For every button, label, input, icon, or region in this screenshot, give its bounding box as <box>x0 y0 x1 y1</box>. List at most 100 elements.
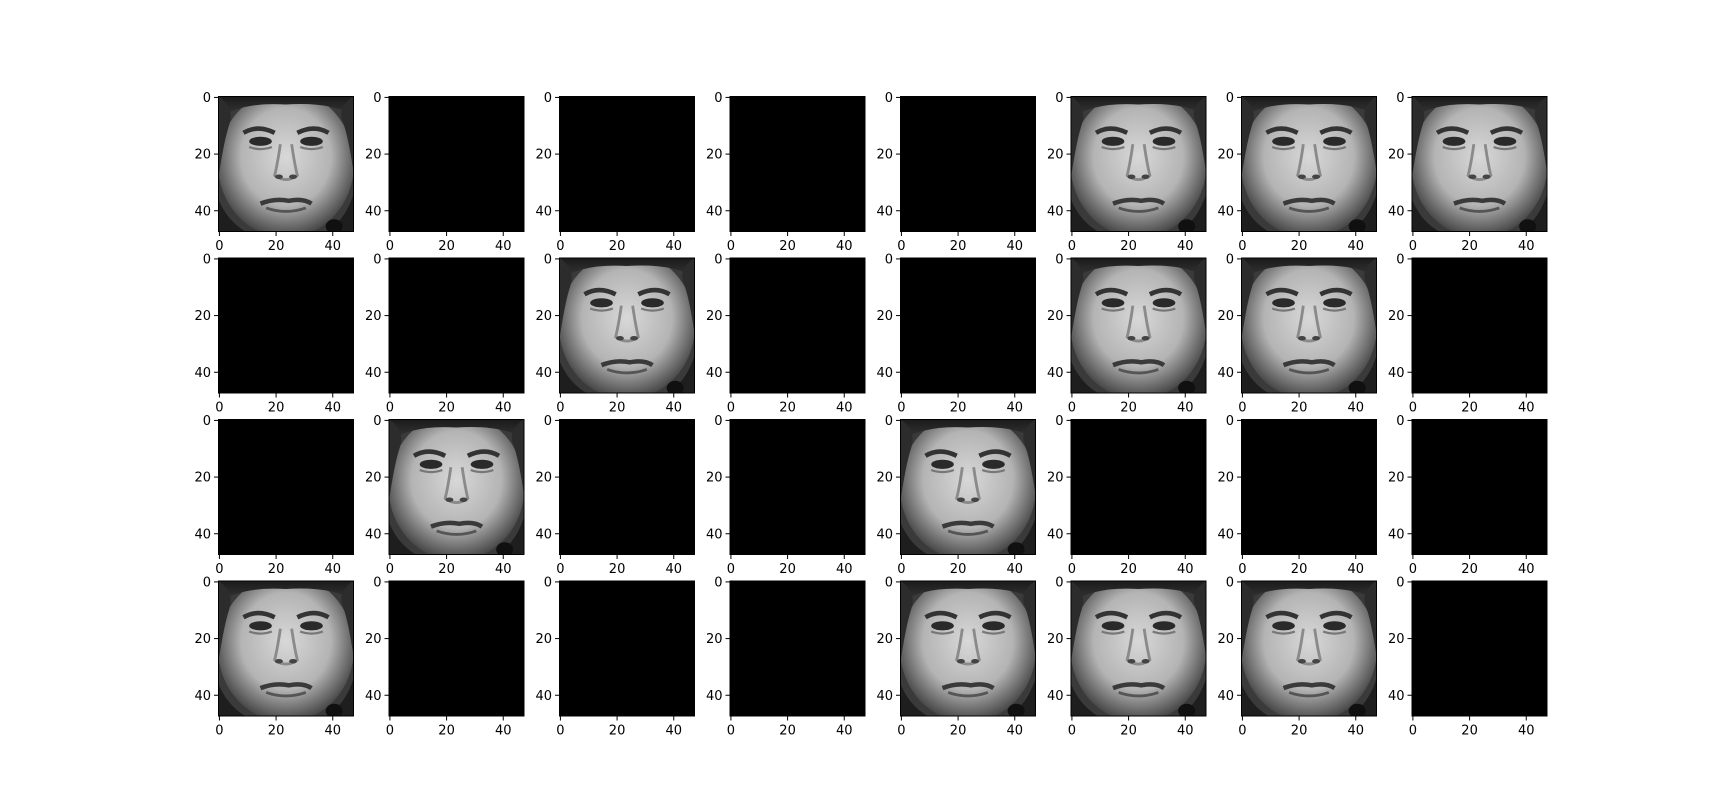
panel-r4-c1: 0020204040 <box>194 575 354 739</box>
y-tick-label: 40 <box>1047 366 1064 381</box>
blank-image <box>1412 258 1548 394</box>
y-tick-label: 40 <box>1217 527 1234 542</box>
x-tick-label: 40 <box>1518 724 1535 739</box>
y-tick-label: 0 <box>885 414 893 429</box>
x-tick-label: 40 <box>1006 724 1023 739</box>
y-tick-label: 0 <box>203 252 211 267</box>
panel-r4-c2: 0020204040 <box>365 575 525 738</box>
blank-image <box>559 96 695 232</box>
x-tick-label: 20 <box>438 239 455 254</box>
x-tick-label: 20 <box>438 562 455 577</box>
x-tick-label: 0 <box>1409 239 1417 254</box>
y-tick-label: 40 <box>365 689 382 704</box>
y-tick-label: 0 <box>885 252 893 267</box>
x-tick-label: 20 <box>1461 724 1478 739</box>
x-tick-label: 20 <box>1461 401 1478 416</box>
x-tick-label: 40 <box>665 724 682 739</box>
face-image <box>1241 90 1377 237</box>
blank-image <box>900 96 1036 232</box>
y-tick-label: 0 <box>544 252 552 267</box>
y-tick-label: 0 <box>885 91 893 106</box>
y-tick-label: 40 <box>1388 689 1405 704</box>
y-tick-label: 20 <box>1388 148 1405 163</box>
blank-image <box>559 581 695 717</box>
x-tick-label: 0 <box>386 401 394 416</box>
x-tick-label: 40 <box>1177 724 1194 739</box>
blank-image <box>1412 581 1548 717</box>
x-tick-label: 40 <box>665 239 682 254</box>
blank-image <box>730 258 866 394</box>
blank-image <box>1071 419 1207 555</box>
y-tick-label: 20 <box>1047 148 1064 163</box>
x-tick-label: 40 <box>1347 724 1364 739</box>
x-tick-label: 0 <box>897 562 905 577</box>
face-image <box>559 252 695 399</box>
x-tick-label: 0 <box>1409 401 1417 416</box>
panel-r3-c1: 0020204040 <box>194 414 354 577</box>
x-tick-label: 40 <box>665 401 682 416</box>
blank-image <box>218 419 354 555</box>
x-tick-label: 0 <box>897 724 905 739</box>
x-tick-label: 40 <box>324 562 341 577</box>
x-tick-label: 0 <box>1409 562 1417 577</box>
panel-r3-c2: 0 0 20 20 40 40 <box>365 413 525 577</box>
x-tick-label: 40 <box>1518 401 1535 416</box>
x-tick-label: 40 <box>324 724 341 739</box>
y-tick-label: 20 <box>535 309 552 324</box>
y-tick-label: 40 <box>1388 204 1405 219</box>
y-tick-label: 20 <box>535 148 552 163</box>
x-tick-label: 0 <box>727 239 735 254</box>
blank-image <box>389 258 525 394</box>
x-tick-label: 40 <box>836 239 853 254</box>
face-image <box>218 575 354 722</box>
x-tick-label: 0 <box>556 239 564 254</box>
panel-r3-c7: 0 0 20 20 40 40 <box>1217 414 1377 577</box>
y-tick-label: 40 <box>1047 689 1064 704</box>
x-tick-label: 20 <box>779 401 796 416</box>
x-tick-label: 40 <box>836 562 853 577</box>
y-tick-label: 40 <box>194 204 211 219</box>
face-image <box>1241 575 1377 722</box>
x-tick-label: 40 <box>1006 562 1023 577</box>
face-image <box>1071 575 1207 722</box>
x-tick-label: 40 <box>324 239 341 254</box>
x-tick-label: 0 <box>556 562 564 577</box>
panel-r3-c4: 0020204040 <box>706 414 866 577</box>
panel-r2-c2: 0 0 20 20 40 40 <box>365 252 525 415</box>
panel-r4-c7: 0020204040 <box>1217 575 1377 739</box>
x-tick-label: 40 <box>1177 401 1194 416</box>
y-tick-label: 40 <box>535 366 552 381</box>
y-tick-label: 40 <box>706 527 723 542</box>
y-tick-label: 0 <box>1226 414 1234 429</box>
y-tick-label: 40 <box>1047 204 1064 219</box>
y-tick-label: 40 <box>365 204 382 219</box>
x-tick-label: 0 <box>1409 724 1417 739</box>
panel-r4-c5: 0 0 20 20 40 40 <box>876 575 1036 739</box>
panel-r1-c6: 0 0 20 20 40 40 <box>1047 90 1207 254</box>
y-tick-label: 0 <box>544 91 552 106</box>
y-tick-label: 20 <box>194 471 211 486</box>
panels-layer: 0020204040002020404000202040400020204040… <box>194 90 1547 738</box>
y-tick-label: 0 <box>544 575 552 590</box>
panel-r3-c5: 0020204040 <box>876 413 1036 577</box>
x-tick-label: 40 <box>1347 401 1364 416</box>
y-tick-label: 20 <box>1217 148 1234 163</box>
panel-r4-c4: 0 0 20 20 40 40 <box>706 575 866 738</box>
y-tick-label: 0 <box>373 252 381 267</box>
panel-r3-c8: 0 0 20 20 40 40 <box>1388 414 1548 577</box>
y-tick-label: 40 <box>876 366 893 381</box>
x-tick-label: 40 <box>1347 562 1364 577</box>
x-tick-label: 20 <box>1291 239 1308 254</box>
x-tick-label: 0 <box>215 401 223 416</box>
x-tick-label: 40 <box>1177 562 1194 577</box>
x-tick-label: 0 <box>1068 239 1076 254</box>
y-tick-label: 40 <box>876 689 893 704</box>
x-tick-label: 0 <box>556 724 564 739</box>
x-tick-label: 20 <box>1461 562 1478 577</box>
y-tick-label: 20 <box>1217 632 1234 647</box>
panel-r2-c3: 0020204040 <box>535 252 695 416</box>
y-tick-label: 20 <box>876 148 893 163</box>
x-tick-label: 0 <box>215 562 223 577</box>
y-tick-label: 40 <box>1217 689 1234 704</box>
